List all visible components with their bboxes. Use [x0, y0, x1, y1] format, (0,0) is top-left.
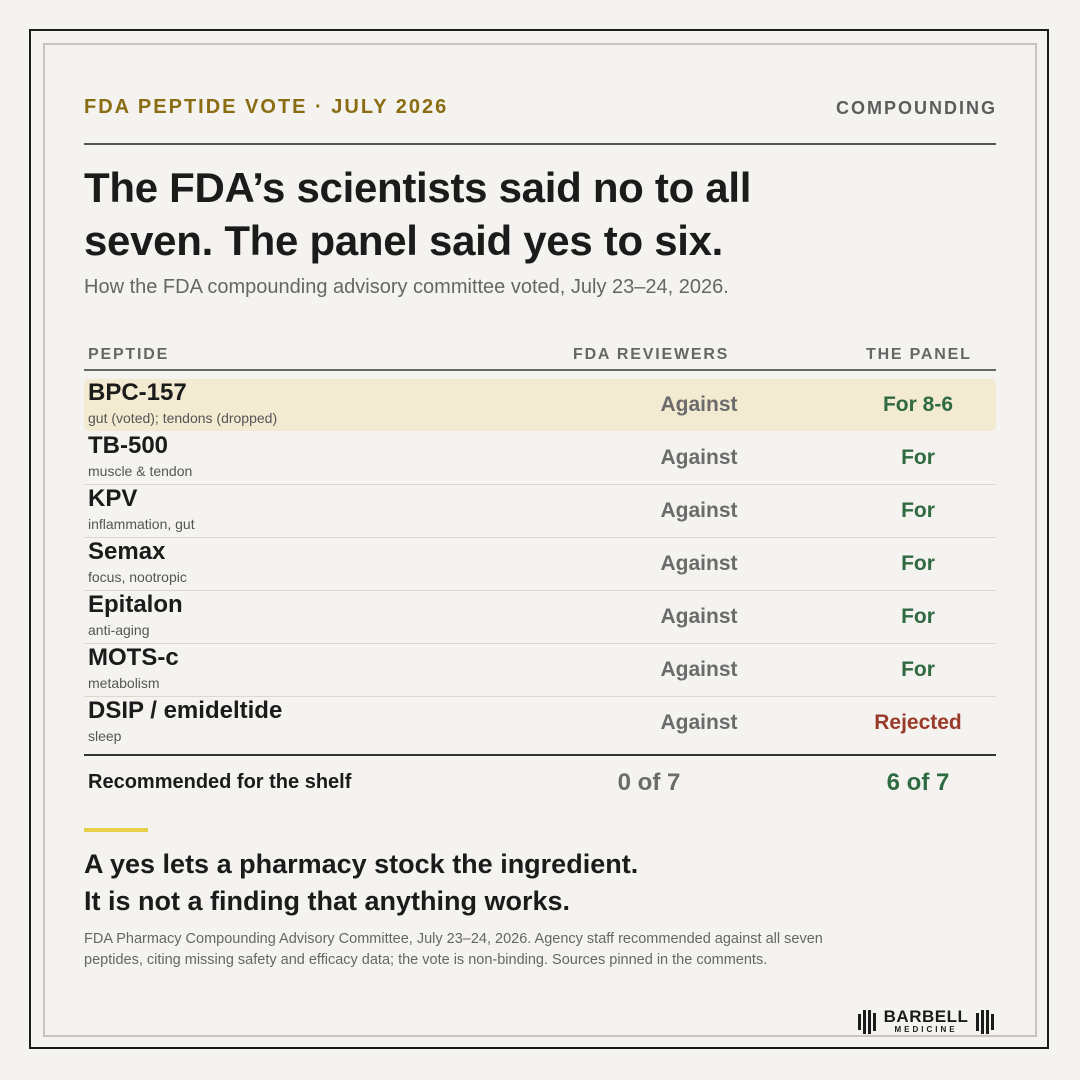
table-row: BPC-157 gut (voted); tendons (dropped) A…	[84, 379, 996, 432]
panel-vote: For	[901, 552, 935, 575]
peptide-name: KPV	[88, 485, 138, 512]
peptide-use: gut (voted); tendons (dropped)	[88, 410, 278, 426]
takeaway: A yes lets a pharmacy stock the ingredie…	[84, 846, 884, 920]
peptide-use: focus, nootropic	[88, 569, 187, 585]
peptide-name: MOTS-c	[88, 644, 179, 671]
peptide-name: BPC-157	[88, 379, 187, 406]
panel-vote: For	[901, 499, 935, 522]
takeaway-line-1: A yes lets a pharmacy stock the ingredie…	[84, 849, 639, 879]
section-tag: COMPOUNDING	[836, 98, 997, 118]
peptide-use: muscle & tendon	[88, 463, 193, 479]
headline: The FDA’s scientists said no to all seve…	[84, 161, 884, 267]
panel-vote: For	[901, 658, 935, 681]
total-label: Recommended for the shelf	[88, 771, 352, 793]
peptide-name: TB-500	[88, 432, 169, 459]
headline-line-1: The FDA’s scientists said no to all	[84, 164, 752, 211]
fda-vote: Against	[660, 446, 738, 469]
peptide-name: DSIP / emideltide	[88, 697, 283, 724]
barbell-plates-left-icon	[858, 1010, 876, 1034]
fda-vote: Against	[660, 393, 738, 416]
header-divider	[84, 369, 996, 371]
table-row: TB-500 muscle & tendon Against For	[84, 432, 996, 485]
accent-bar	[84, 828, 148, 832]
headline-line-2: seven. The panel said yes to six.	[84, 217, 724, 264]
top-divider	[84, 143, 996, 145]
kicker: FDA PEPTIDE VOTE · JULY 2026	[84, 96, 449, 118]
panel-vote: For	[901, 605, 935, 628]
table-row: Epitalon anti-aging Against For	[84, 591, 996, 644]
subhead: How the FDA compounding advisory committ…	[84, 276, 729, 298]
fda-vote: Against	[660, 605, 738, 628]
fda-vote: Against	[660, 658, 738, 681]
vote-table: BPC-157 gut (voted); tendons (dropped) A…	[84, 379, 996, 749]
total-fda: 0 of 7	[617, 769, 681, 796]
inner-frame	[43, 43, 1037, 1037]
peptide-name: Semax	[88, 538, 166, 565]
peptide-use: inflammation, gut	[88, 516, 195, 532]
fda-vote: Against	[660, 499, 738, 522]
peptide-use: metabolism	[88, 675, 160, 691]
column-header-fda-reviewers: FDA REVIEWERS	[573, 346, 730, 363]
takeaway-line-2: It is not a finding that anything works.	[84, 886, 570, 916]
logo-word: BARBELL	[883, 1007, 969, 1026]
panel-vote: For 8-6	[882, 393, 953, 416]
peptide-name: Epitalon	[88, 591, 183, 618]
barbell-plates-right-icon	[976, 1010, 994, 1034]
table-row: MOTS-c metabolism Against For	[84, 644, 996, 697]
panel-vote: For	[901, 446, 935, 469]
panel-vote-rejected: Rejected	[874, 711, 962, 734]
peptide-use: anti-aging	[88, 622, 150, 638]
fda-vote: Against	[660, 711, 738, 734]
fda-vote: Against	[660, 552, 738, 575]
logo-sub: MEDICINE	[894, 1025, 958, 1034]
table-row: Semax focus, nootropic Against For	[84, 538, 996, 591]
peptide-use: sleep	[88, 728, 122, 744]
column-header-panel: THE PANEL	[866, 346, 972, 363]
column-header-peptide: PEPTIDE	[88, 346, 170, 363]
total-panel: 6 of 7	[886, 769, 950, 796]
barbell-medicine-logo: BARBELL MEDICINE	[856, 1008, 996, 1036]
outer-frame	[29, 29, 1049, 1049]
table-row: DSIP / emideltide sleep Against Rejected	[84, 697, 996, 749]
footnote: FDA Pharmacy Compounding Advisory Commit…	[84, 931, 823, 968]
table-row: KPV inflammation, gut Against For	[84, 485, 996, 538]
total-divider	[84, 754, 996, 756]
